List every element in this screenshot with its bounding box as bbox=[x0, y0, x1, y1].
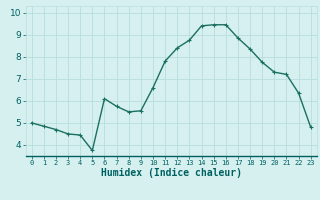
X-axis label: Humidex (Indice chaleur): Humidex (Indice chaleur) bbox=[101, 168, 242, 178]
